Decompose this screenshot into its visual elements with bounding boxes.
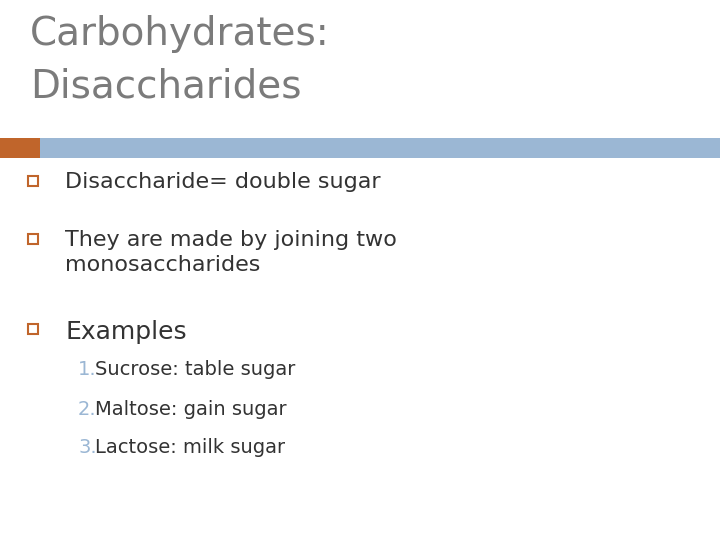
Text: Carbohydrates:: Carbohydrates: — [30, 15, 330, 53]
Bar — [28, 176, 38, 186]
Text: They are made by joining two
monosaccharides: They are made by joining two monosacchar… — [65, 230, 397, 275]
Bar — [0, 138, 40, 158]
Text: Sucrose: table sugar: Sucrose: table sugar — [95, 360, 295, 379]
Bar — [28, 324, 38, 334]
Text: 3.: 3. — [78, 438, 96, 457]
Text: Disaccharide= double sugar: Disaccharide= double sugar — [65, 172, 381, 192]
Text: Examples: Examples — [65, 320, 186, 344]
Bar — [40, 138, 720, 158]
Bar — [28, 234, 38, 244]
Text: Disaccharides: Disaccharides — [30, 68, 302, 106]
Text: Maltose: gain sugar: Maltose: gain sugar — [95, 400, 287, 419]
Text: 2.: 2. — [78, 400, 96, 419]
Text: 1.: 1. — [78, 360, 96, 379]
Text: Lactose: milk sugar: Lactose: milk sugar — [95, 438, 285, 457]
